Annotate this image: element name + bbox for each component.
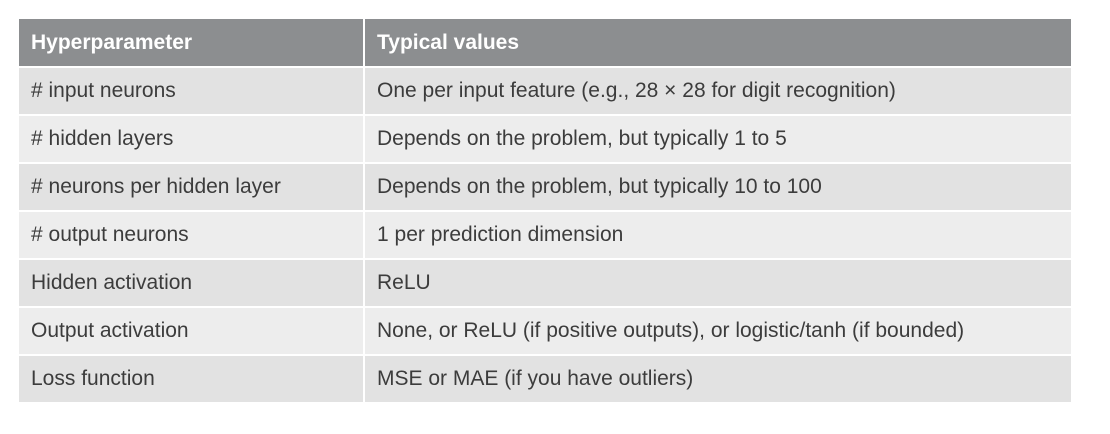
row-typical-value: MSE or MAE (if you have outliers)	[365, 356, 1071, 402]
row-hyperparameter: Loss function	[19, 356, 363, 402]
row-hyperparameter: Hidden activation	[19, 260, 363, 306]
row-typical-value: Depends on the problem, but typically 10…	[365, 164, 1071, 210]
header-hyperparameter: Hyperparameter	[19, 19, 363, 66]
header-typical-values: Typical values	[365, 19, 1071, 66]
hyperparameter-table: Hyperparameter Typical values # input ne…	[19, 19, 1071, 402]
row-typical-value: ReLU	[365, 260, 1071, 306]
row-hyperparameter: # input neurons	[19, 68, 363, 114]
row-typical-value: One per input feature (e.g., 28 × 28 for…	[365, 68, 1071, 114]
row-hyperparameter: # neurons per hidden layer	[19, 164, 363, 210]
row-typical-value: Depends on the problem, but typically 1 …	[365, 116, 1071, 162]
row-hyperparameter: # hidden layers	[19, 116, 363, 162]
row-typical-value: 1 per prediction dimension	[365, 212, 1071, 258]
row-typical-value: None, or ReLU (if positive outputs), or …	[365, 308, 1071, 354]
row-hyperparameter: Output activation	[19, 308, 363, 354]
row-hyperparameter: # output neurons	[19, 212, 363, 258]
